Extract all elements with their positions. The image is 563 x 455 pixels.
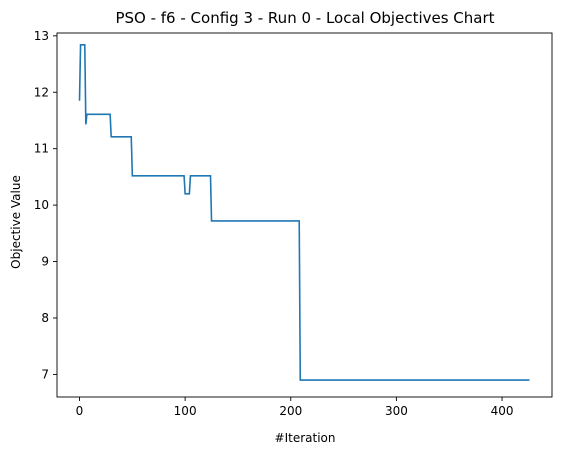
- x-tick-label: 300: [385, 404, 408, 418]
- y-tick-label: 8: [41, 311, 49, 325]
- y-axis-ticks: 7 8 9 10 11 12 13: [34, 29, 57, 381]
- plot-area: [56, 32, 553, 398]
- y-tick-label: 7: [41, 367, 49, 381]
- x-axis-ticks: 0 100 200 300 400: [76, 397, 514, 418]
- series-line-0: [78, 44, 530, 381]
- x-tick-label: 400: [491, 404, 514, 418]
- x-axis-label: #Iteration: [275, 431, 336, 445]
- y-tick-label: 12: [34, 85, 49, 99]
- y-axis-label: Objective Value: [9, 175, 23, 269]
- y-tick-label: 11: [34, 142, 49, 156]
- y-tick-label: 13: [34, 29, 49, 43]
- y-tick-label: 10: [34, 198, 49, 212]
- x-tick-label: 0: [76, 404, 84, 418]
- chart-title: PSO - f6 - Config 3 - Run 0 - Local Obje…: [115, 9, 494, 27]
- x-tick-label: 200: [279, 404, 302, 418]
- x-tick-label: 100: [174, 404, 197, 418]
- axes-frame: [56, 32, 553, 398]
- y-tick-label: 9: [41, 255, 49, 269]
